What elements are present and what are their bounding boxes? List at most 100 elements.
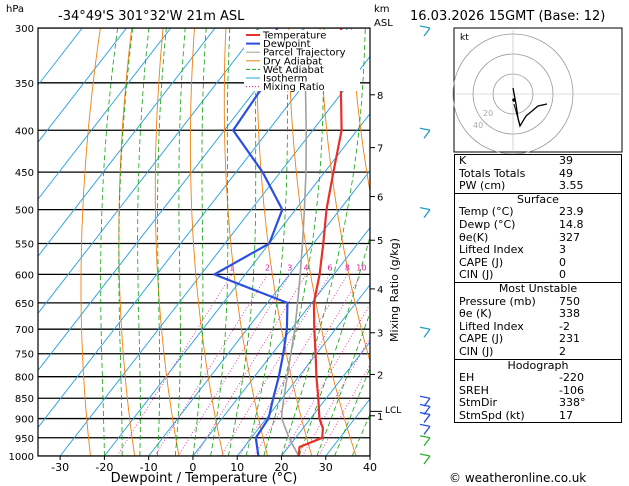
surface-row-key: CIN (J) [459, 268, 494, 282]
hodograph_table-row: SREH -106 [455, 383, 621, 398]
mixing-ratio-label: 2 [265, 263, 270, 272]
legend-label: Dry Adiabat [263, 56, 322, 67]
hodograph_table-row-key: StmSpd (kt) [459, 408, 525, 422]
pressure-tick-label: 1000 [9, 452, 34, 463]
km-tick-label: 8 [377, 91, 383, 102]
hodograph-unit-label: kt [460, 33, 469, 43]
wind-barb [423, 328, 431, 338]
most_unstable-row-value: 231 [559, 332, 580, 346]
mixing-ratio-line [154, 274, 268, 456]
most_unstable-row-value: 2 [559, 344, 566, 358]
legend-label: Temperature [262, 31, 326, 42]
indices-row-key: Totals Totals [459, 166, 526, 180]
hodograph_table-row-value: -220 [559, 371, 584, 385]
chart-axes: 3003504004505005506006507007508008509009… [9, 24, 384, 474]
km-tick-label: 5 [377, 236, 383, 247]
indices-row: PW (cm) 3.55 [455, 180, 621, 193]
datetime-title: 16.03.2026 15GMT (Base: 12) [410, 9, 605, 24]
indices-table: K 39 Totals Totals 49 PW (cm) 3.55 Surface Te… [454, 154, 622, 424]
most_unstable-row: Lifted Index -2 [455, 319, 621, 334]
isotherm-line [38, 28, 83, 86]
isotherm-line [59, 55, 370, 456]
isotherm-line [38, 28, 127, 143]
wind-barb [423, 209, 431, 218]
indices-row-key: K [459, 154, 467, 167]
temperature-line [297, 28, 343, 456]
wind-barb-flag [419, 423, 431, 427]
legend-label: Isotherm [263, 74, 307, 85]
location-title: -34°49'S 301°32'W 21m ASL [58, 9, 245, 24]
temperature-tick-label: 20 [274, 461, 288, 474]
wet-adiabat-line [174, 28, 186, 456]
most_unstable-row-key: θe (K) [459, 307, 492, 321]
surface-row-value: 23.9 [559, 205, 584, 219]
chart-series [213, 28, 343, 456]
mixing-ratio-label: 10 [356, 263, 366, 272]
wind-barb-flag [419, 326, 431, 330]
most_unstable-row: CIN (J) 2 [455, 344, 621, 359]
dry-adiabat-line [288, 28, 357, 456]
surface-row-value: 327 [559, 230, 580, 244]
hodograph_table-row: EH -220 [455, 371, 621, 385]
wind-barb [423, 27, 431, 37]
x-axis-label: Dewpoint / Temperature (°C) [111, 471, 298, 486]
wind-barb-flag [419, 127, 431, 131]
isotherm-line [281, 341, 370, 456]
hodograph_table-row-key: StmDir [459, 396, 498, 410]
hodograph_table-row: StmDir 338° [455, 397, 621, 410]
wind-barb-flag [419, 435, 431, 439]
mixing-ratio-label: 25 [417, 263, 427, 272]
wind-barb [423, 437, 431, 447]
indices-row-key: PW (cm) [459, 179, 506, 193]
temperature-tick-label: 0 [189, 461, 196, 474]
surface-row-value: 3 [559, 243, 566, 257]
wet-adiabat-line [157, 28, 167, 456]
most_unstable-row-value: 338 [559, 307, 580, 321]
wind-barb-flag [419, 206, 431, 211]
most_unstable-row-value: 750 [559, 294, 580, 308]
hodograph_table-row-key: SREH [459, 383, 489, 397]
surface-row: Lifted Index 3 [455, 244, 621, 257]
legend-label: Dewpoint [263, 39, 311, 50]
wind-barb [423, 455, 431, 465]
hodograph_table-row-value: -106 [559, 383, 584, 397]
indices-row: K 39 [455, 154, 621, 168]
indices-row: Totals Totals 49 [455, 166, 621, 181]
hodograph_table-row: StmSpd (kt) 17 [455, 408, 621, 423]
wind-barb-flag [419, 411, 431, 416]
chart-grid: 1 2 3 4 6 8 10 15 20 25 [38, 28, 427, 456]
most_unstable-row-key: Lifted Index [459, 319, 524, 333]
km-tick-label: 4 [377, 285, 383, 296]
mixing-ratio-label: 8 [345, 263, 350, 272]
storm-motion-arrow [513, 103, 521, 127]
wind-barb-flag [419, 403, 431, 408]
legend-label: Parcel Trajectory [263, 48, 346, 59]
isotherm-line [38, 28, 304, 372]
temperature-tick-label: 30 [319, 461, 333, 474]
hodograph-ring-label: 40 [473, 121, 483, 130]
hodograph_table-row-value: 17 [559, 408, 573, 422]
hodograph_table-row-value: 338° [559, 396, 586, 410]
hodograph-ring-label: 20 [483, 109, 493, 118]
isotherm-line [192, 226, 370, 456]
km-label: km [374, 4, 390, 15]
storm-motion-marker [512, 98, 516, 102]
dry-adiabat-line [350, 28, 370, 195]
most-unstable-title: Most Unstable [498, 281, 578, 295]
isotherm-line [38, 28, 349, 429]
mixing-ratio-label: 3 [287, 263, 292, 272]
asl-label: ASL [374, 18, 393, 29]
wet-adiabat-line [316, 311, 370, 456]
wind-barb [423, 129, 431, 139]
surface-title: Surface [517, 192, 559, 206]
indices-row-value: 3.55 [559, 179, 584, 193]
mixing-ratio-line [220, 274, 331, 456]
mixing-ratio-line [239, 274, 348, 456]
pressure-tick-label: 800 [15, 373, 34, 384]
pressure-tick-label: 750 [15, 350, 34, 361]
dry-adiabat-line [80, 28, 101, 456]
pressure-tick-label: 850 [15, 394, 34, 405]
wet-adiabat-line [281, 28, 366, 456]
most_unstable-row: CAPE (J) 231 [455, 333, 621, 346]
mixing-ratio-label: 4 [304, 263, 309, 272]
